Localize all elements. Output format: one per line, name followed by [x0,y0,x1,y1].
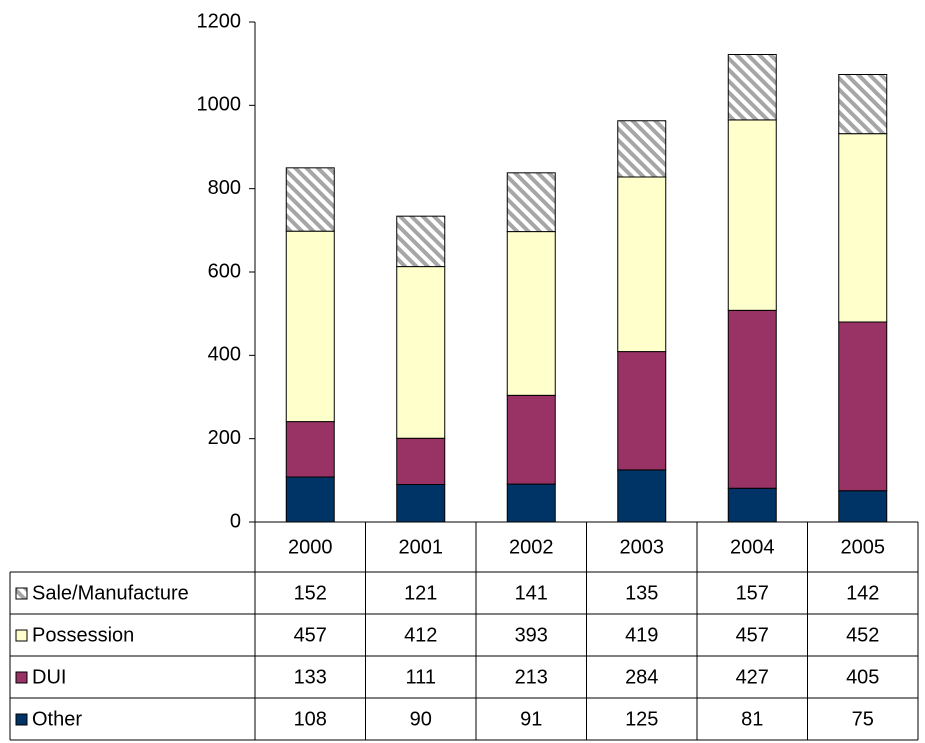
legend-label: Other [32,708,82,730]
table-value: 452 [846,624,879,646]
table-value: 213 [515,666,548,688]
y-tick-label: 600 [208,260,241,282]
bar-segment [838,490,888,523]
bar-segment [727,309,777,489]
x-tick-label: 2002 [509,536,554,558]
bar-segment [617,469,667,523]
table-value: 81 [741,708,763,730]
legend-key [15,671,28,684]
bar-segment [617,351,667,471]
legend-label: Sale/Manufacture [32,582,189,604]
legend-label: DUI [32,666,66,688]
y-tick-label: 0 [230,510,241,532]
table-value: 152 [294,582,327,604]
y-tick-label: 200 [208,427,241,449]
bar-segment [396,215,446,268]
x-tick-label: 2004 [730,536,775,558]
bar-segment [506,394,556,485]
table-value: 75 [852,708,874,730]
table-value: 419 [625,624,658,646]
bar-segment [838,133,888,323]
bar-segment [727,54,777,121]
x-tick-label: 2003 [620,536,665,558]
bar-segment [285,230,335,423]
legend-label: Possession [32,624,134,646]
bar-segment [617,176,667,353]
x-tick-label: 2000 [288,536,333,558]
y-tick-label: 400 [208,344,241,366]
table-value: 157 [736,582,769,604]
y-tick-label: 1200 [197,10,242,32]
bar-segment [396,266,446,439]
bar-segment [727,119,777,311]
table-value: 133 [294,666,327,688]
table-value: 91 [520,708,542,730]
bar-segment [727,487,777,523]
y-tick-label: 800 [208,177,241,199]
bar-segment [285,421,335,478]
x-tick-label: 2005 [841,536,886,558]
table-value: 284 [625,666,658,688]
table-value: 427 [736,666,769,688]
y-tick-label: 1000 [197,94,242,116]
table-value: 457 [294,624,327,646]
table-value: 108 [294,708,327,730]
bar-segment [285,476,335,523]
table-value: 125 [625,708,658,730]
table-value: 142 [846,582,879,604]
bar-segment [838,321,888,492]
legend-key [15,713,28,726]
table-value: 90 [410,708,432,730]
bar-segment [396,484,446,523]
x-tick-label: 2001 [399,536,444,558]
table-value: 393 [515,624,548,646]
table-value: 141 [515,582,548,604]
bar-segment [506,231,556,396]
bar-segment [396,437,446,485]
legend-key [15,629,28,642]
table-value: 121 [404,582,437,604]
table-value: 111 [406,666,436,688]
bar-segment [617,120,667,178]
table-value: 412 [404,624,437,646]
bar-segment [285,167,335,232]
bar-segment [838,74,888,135]
bar-segment [506,483,556,523]
table-value: 457 [736,624,769,646]
table-value: 405 [846,666,879,688]
legend-key [15,587,28,600]
table-value: 135 [625,582,658,604]
bar-segment [506,172,556,233]
